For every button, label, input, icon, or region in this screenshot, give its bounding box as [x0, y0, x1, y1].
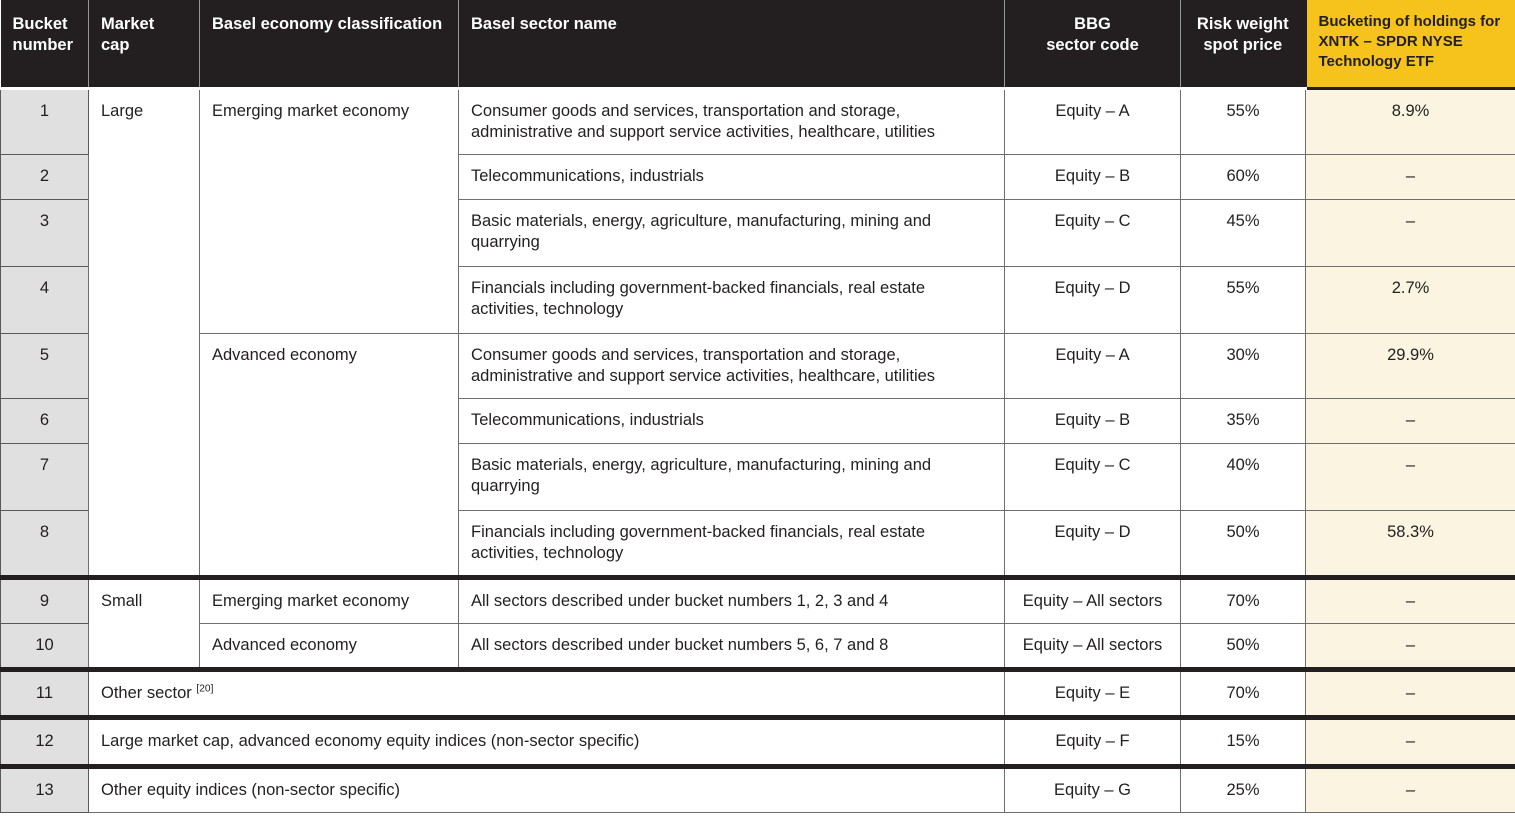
table-row: 10 Advanced economy All sectors described …: [0, 623, 1515, 671]
cell-sector: Consumer goods and services, transportat…: [458, 332, 1005, 399]
cell-desc: Other equity indices (non-sector specifi…: [88, 763, 1005, 813]
cell-bucketing: 2.7%: [1305, 265, 1515, 334]
cell-bucketing: –: [1305, 715, 1515, 767]
cell-bbg: Equity – B: [1004, 397, 1181, 444]
footnote-ref: [20]: [196, 683, 214, 695]
cell-risk-weight: 30%: [1180, 332, 1306, 399]
cell-bucket: 2: [0, 153, 89, 200]
table-row: 5 Advanced economy Consumer goods and serv…: [0, 332, 1515, 579]
cell-bucket: 10: [0, 623, 89, 671]
cell-bucketing: –: [1305, 763, 1515, 813]
header-basel-economy: Basel economy classification: [199, 0, 459, 90]
cell-risk-weight: 60%: [1180, 153, 1306, 200]
table-row: 4 Financials including government-backed …: [0, 265, 1515, 334]
cell-bucketing: 29.9%: [1305, 332, 1515, 399]
cell-bucket: 8: [0, 509, 89, 579]
header-etf-bucketing: Bucketing of holdings for XNTK – SPDR NY…: [1304, 0, 1515, 90]
cell-risk-weight: 45%: [1180, 198, 1306, 267]
header-bucket-number: Bucket number: [0, 0, 89, 90]
cell-sector: All sectors described under bucket numbe…: [458, 575, 1005, 625]
cell-sector: Telecommunications, industrials: [458, 397, 1005, 444]
cell-sector: Financials including government-backed f…: [458, 509, 1005, 579]
header-row: Bucket number Market cap Basel economy c…: [0, 0, 1515, 90]
table-header: Bucket number Market cap Basel economy c…: [0, 0, 1515, 90]
cell-bbg: Equity – B: [1004, 153, 1181, 200]
cell-bucket: 9: [0, 575, 89, 625]
table-body: 1 Large Emerging market economy Consumer go…: [0, 87, 1515, 813]
cell-bucket: 3: [0, 198, 89, 267]
table-row: 1 Large Emerging market economy Consumer go…: [0, 87, 1515, 579]
table-row: 12 Large market cap, advanced economy equ…: [0, 715, 1515, 767]
cell-bucketing: –: [1305, 442, 1515, 511]
cell-risk-weight: 70%: [1180, 575, 1306, 625]
header-bbg-sector-code: BBG sector code: [1004, 0, 1181, 90]
cell-bbg: Equity – F: [1004, 715, 1181, 767]
cell-bucketing: –: [1305, 153, 1515, 200]
cell-risk-weight: 50%: [1180, 623, 1306, 671]
table-row: 11 Other sector [20] Equity – E 70% –: [0, 667, 1515, 719]
cell-bucket: 1: [0, 87, 89, 155]
cell-bucketing: –: [1305, 198, 1515, 267]
cell-risk-weight: 25%: [1180, 763, 1306, 813]
cell-market-cap: Small: [88, 575, 200, 671]
cell-sector: Basic materials, energy, agriculture, ma…: [458, 442, 1005, 511]
cell-bucket: 13: [0, 763, 89, 813]
cell-economy: Advanced economy: [199, 332, 459, 579]
cell-bucket: 4: [0, 265, 89, 334]
cell-bucketing: 8.9%: [1305, 87, 1515, 155]
cell-economy: Emerging market economy: [199, 575, 459, 625]
cell-risk-weight: 55%: [1180, 87, 1306, 155]
cell-bucketing: –: [1305, 397, 1515, 444]
cell-bucketing: –: [1305, 623, 1515, 671]
cell-bbg: Equity – All sectors: [1004, 575, 1181, 625]
cell-sector: Consumer goods and services, transportat…: [458, 87, 1005, 155]
cell-bucket: 5: [0, 332, 89, 399]
cell-risk-weight: 50%: [1180, 509, 1306, 579]
cell-sector: Financials including government-backed f…: [458, 265, 1005, 334]
cell-bucket: 7: [0, 442, 89, 511]
header-basel-sector-name: Basel sector name: [458, 0, 1005, 90]
cell-bbg: Equity – G: [1004, 763, 1181, 813]
cell-bbg: Equity – C: [1004, 198, 1181, 267]
cell-bbg: Equity – E: [1004, 667, 1181, 719]
cell-sector: Telecommunications, industrials: [458, 153, 1005, 200]
cell-desc: Large market cap, advanced economy equit…: [88, 715, 1005, 767]
cell-economy: Emerging market economy: [199, 87, 459, 334]
cell-bucketing: –: [1305, 575, 1515, 625]
header-market-cap: Market cap: [88, 0, 200, 90]
table-row: 3 Basic materials, energy, agriculture, m…: [0, 198, 1515, 267]
cell-sector: All sectors described under bucket numbe…: [458, 623, 1005, 671]
table-row: 6 Telecommunications, industrials Equity –…: [0, 397, 1515, 444]
cell-bucketing: 58.3%: [1305, 509, 1515, 579]
cell-bbg: Equity – C: [1004, 442, 1181, 511]
cell-desc: Other sector [20]: [88, 667, 1005, 719]
cell-bbg: Equity – D: [1004, 509, 1181, 579]
cell-risk-weight: 70%: [1180, 667, 1306, 719]
table-row: 2 Telecommunications, industrials Equity –…: [0, 153, 1515, 200]
cell-bucketing: –: [1305, 667, 1515, 719]
table-row: 9 Small Emerging market economy All sectors…: [0, 575, 1515, 671]
cell-bbg: Equity – A: [1004, 87, 1181, 155]
cell-sector: Basic materials, energy, agriculture, ma…: [458, 198, 1005, 267]
cell-risk-weight: 35%: [1180, 397, 1306, 444]
cell-bucket: 11: [0, 667, 89, 719]
cell-bbg: Equity – A: [1004, 332, 1181, 399]
cell-risk-weight: 15%: [1180, 715, 1306, 767]
header-risk-weight: Risk weight spot price: [1180, 0, 1306, 90]
cell-risk-weight: 40%: [1180, 442, 1306, 511]
cell-risk-weight: 55%: [1180, 265, 1306, 334]
cell-bucket: 6: [0, 397, 89, 444]
cell-market-cap: Large: [88, 87, 200, 579]
cell-bbg: Equity – All sectors: [1004, 623, 1181, 671]
cell-bucket: 12: [0, 715, 89, 767]
table-row: 13 Other equity indices (non-sector speci…: [0, 763, 1515, 813]
cell-bbg: Equity – D: [1004, 265, 1181, 334]
table-row: 8 Financials including government-backed …: [0, 509, 1515, 579]
cell-economy: Advanced economy: [199, 623, 459, 671]
